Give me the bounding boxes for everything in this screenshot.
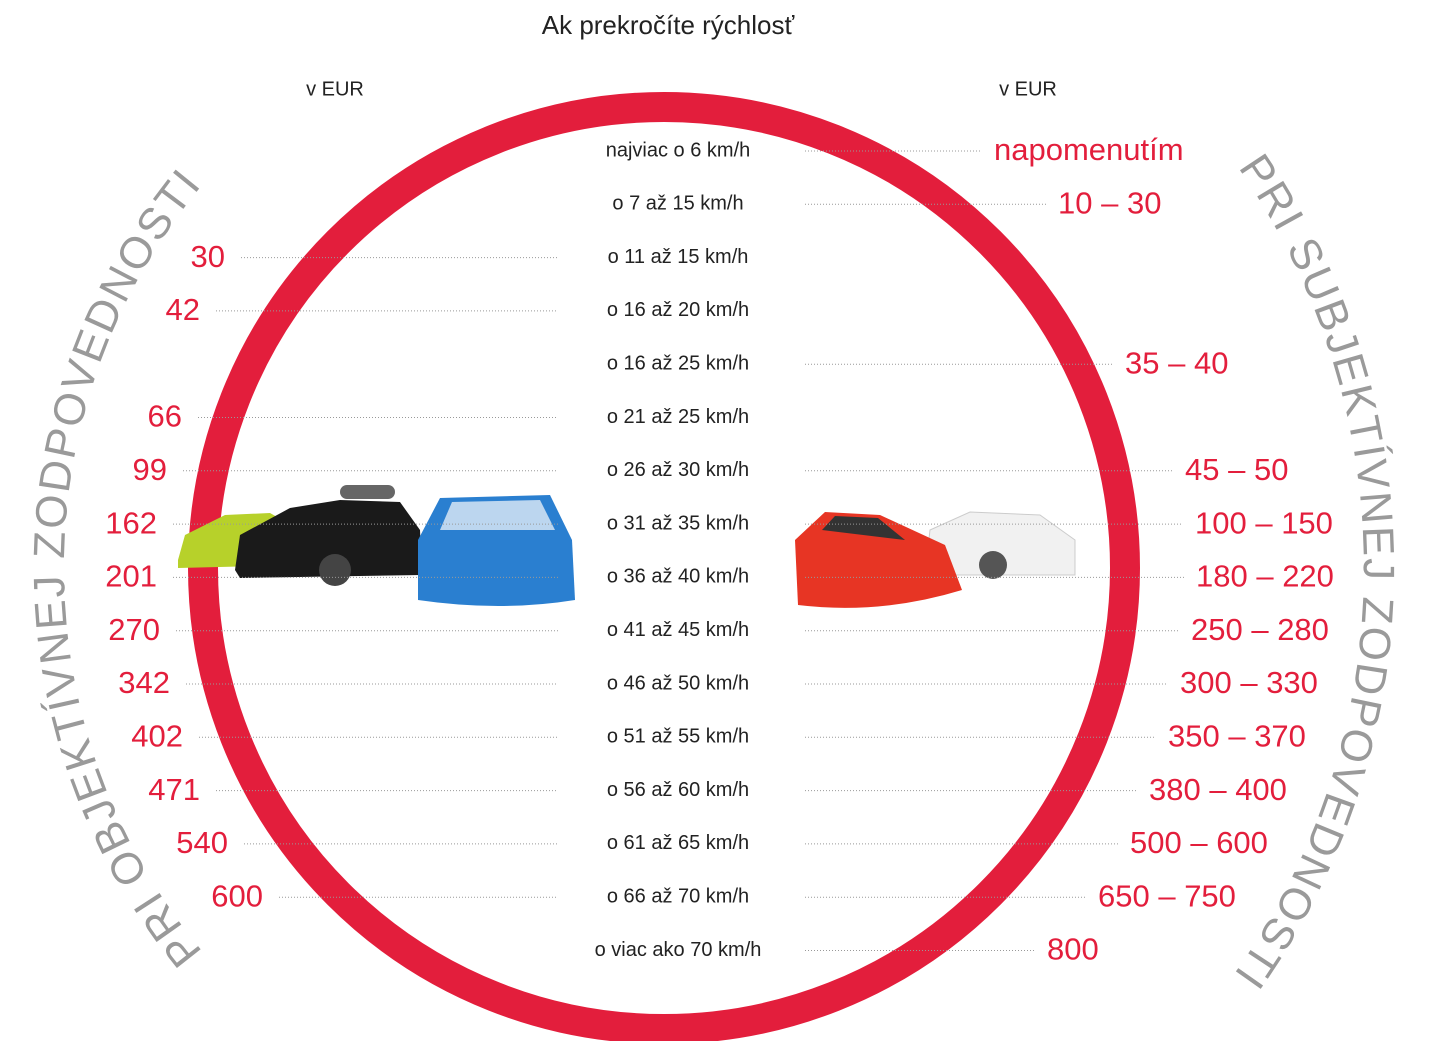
speed-label: o 16 až 25 km/h (607, 352, 749, 374)
subjective-fine: 35 – 40 (1125, 345, 1228, 380)
speed-label: o 41 až 45 km/h (607, 619, 749, 641)
speed-label: o 46 až 50 km/h (607, 672, 749, 694)
speed-label: o 16 až 20 km/h (607, 299, 749, 321)
objective-fine: 342 (118, 665, 170, 700)
right-header: v EUR (999, 78, 1057, 100)
speed-label: o viac ako 70 km/h (595, 939, 762, 961)
objective-fine: 471 (148, 772, 200, 807)
subjective-fine: 380 – 400 (1149, 772, 1287, 807)
subjective-fine: 650 – 750 (1098, 878, 1236, 913)
title: Ak prekročíte rýchlosť (542, 10, 795, 40)
objective-fine: 42 (166, 292, 200, 327)
subjective-fine: 350 – 370 (1168, 718, 1306, 753)
speed-label: o 31 až 35 km/h (607, 512, 749, 534)
objective-fine: 402 (131, 718, 183, 753)
subjective-fine: 100 – 150 (1195, 505, 1333, 540)
objective-fine: 30 (191, 239, 225, 274)
subjective-fine: 300 – 330 (1180, 665, 1318, 700)
subjective-fine: 10 – 30 (1058, 185, 1161, 220)
objective-fine: 99 (133, 452, 167, 487)
subjective-fine: 180 – 220 (1196, 559, 1334, 594)
speed-label: o 51 až 55 km/h (607, 726, 749, 748)
cars-right (795, 512, 1075, 608)
subjective-fine: 250 – 280 (1191, 612, 1329, 647)
speed-label: o 11 až 15 km/h (608, 246, 749, 268)
speed-label: o 66 až 70 km/h (607, 885, 749, 907)
objective-fine: 201 (105, 559, 157, 594)
cars-left (178, 485, 575, 606)
speed-label: o 21 až 25 km/h (607, 406, 749, 428)
speed-label: o 61 až 65 km/h (607, 832, 749, 854)
speed-label: najviac o 6 km/h (606, 139, 751, 161)
left-header: v EUR (306, 78, 364, 100)
objective-fine: 162 (105, 505, 157, 540)
subjective-fine: 45 – 50 (1185, 452, 1288, 487)
speed-label: o 36 až 40 km/h (607, 566, 749, 588)
subjective-fine: 800 (1047, 932, 1099, 967)
objective-fine: 66 (148, 399, 182, 434)
speed-label: o 26 až 30 km/h (607, 459, 749, 481)
speed-label: o 56 až 60 km/h (607, 779, 749, 801)
subjective-fine: napomenutím (994, 132, 1184, 167)
speed-label: o 7 až 15 km/h (612, 193, 743, 215)
subjective-fine: 500 – 600 (1130, 825, 1268, 860)
objective-fine: 540 (176, 825, 228, 860)
objective-fine: 600 (211, 878, 263, 913)
objective-fine: 270 (108, 612, 160, 647)
infographic: Ak prekročíte rýchlosť v EUR v EUR PRI O… (0, 0, 1437, 1041)
